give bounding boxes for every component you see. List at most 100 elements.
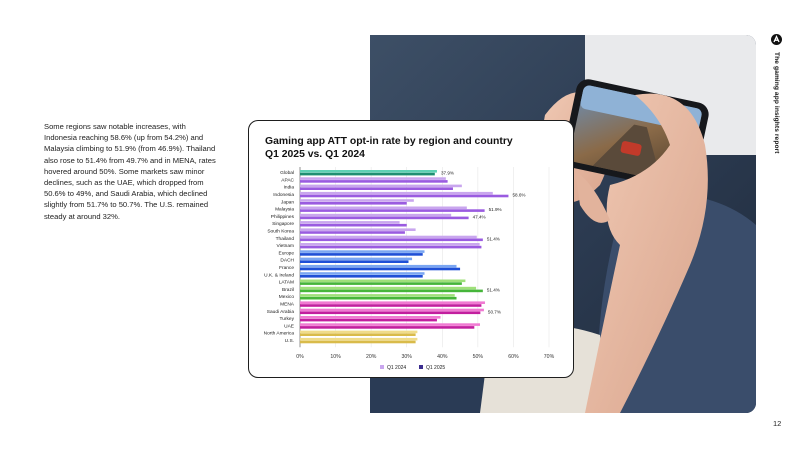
- bar-q1-2024: [300, 206, 467, 210]
- page-number: 12: [773, 419, 782, 428]
- bar-q1-2025: [300, 209, 485, 212]
- bar-q1-2024: [300, 221, 400, 224]
- bar-q1-2025: [300, 311, 481, 315]
- bar-q1-2025: [300, 318, 437, 322]
- x-tick-label: 10%: [330, 354, 341, 360]
- bar-q1-2025: [300, 238, 483, 242]
- data-label: 50.7%: [488, 309, 501, 314]
- bar-q1-2024: [300, 170, 437, 173]
- report-title: The gaming app insights report: [773, 52, 780, 154]
- bar-q1-2024: [300, 308, 484, 312]
- bar-q1-2025: [300, 187, 453, 190]
- category-label: LATAM: [279, 280, 294, 286]
- category-label: MENA: [280, 302, 295, 308]
- bar-q1-2024: [300, 323, 480, 326]
- bar-q1-2025: [300, 216, 469, 220]
- bar-q1-2025: [300, 275, 423, 278]
- data-label: 51.9%: [489, 207, 502, 212]
- category-label: Saudi Arabia: [267, 309, 295, 315]
- bar-q1-2025: [300, 231, 405, 234]
- phone-gaming-photo: [370, 35, 756, 413]
- data-label: 37.9%: [441, 171, 454, 176]
- bar-q1-2024: [300, 257, 413, 261]
- category-label: Mexico: [279, 294, 295, 300]
- category-label: APAC: [281, 177, 294, 183]
- bar-q1-2024: [300, 330, 418, 334]
- x-tick-label: 30%: [402, 354, 413, 360]
- category-label: Philippines: [271, 214, 295, 220]
- bar-q1-2024: [300, 316, 441, 319]
- legend-label: Q1 2025: [426, 365, 445, 371]
- category-label: UAE: [284, 323, 294, 329]
- category-label: Indonesia: [273, 192, 294, 198]
- category-label: Turkey: [280, 316, 295, 322]
- data-label: 47.4%: [473, 214, 486, 219]
- bar-q1-2024: [300, 243, 480, 246]
- chart-card: Gaming app ATT opt-in rate by region and…: [248, 120, 574, 378]
- category-label: DACH: [280, 258, 294, 264]
- bar-q1-2024: [300, 272, 425, 275]
- data-label: 51.4%: [487, 236, 500, 241]
- legend-label: Q1 2024: [387, 365, 406, 371]
- bar-q1-2025: [300, 260, 409, 263]
- bar-chart: 0% 10% 20% 30% 40% 50% 60% 70% Global 37.9% APAC In…: [264, 167, 555, 371]
- bar-q1-2025: [300, 333, 416, 336]
- logo-icon: [771, 34, 782, 45]
- category-label: Singapore: [272, 221, 294, 227]
- data-label: 58.6%: [512, 193, 525, 198]
- bar-q1-2025: [300, 267, 461, 271]
- bar-q1-2025: [300, 172, 435, 176]
- legend-swatch-q1-2024: [380, 365, 384, 369]
- bar-q1-2024: [300, 250, 425, 253]
- x-tick-label: 60%: [508, 354, 519, 360]
- bar-q1-2025: [300, 340, 416, 344]
- bar-q1-2025: [300, 202, 407, 205]
- x-tick-label: 0%: [296, 354, 304, 360]
- category-label: Malaysia: [275, 207, 294, 213]
- bar-q1-2025: [300, 245, 482, 249]
- bar-q1-2024: [300, 184, 462, 188]
- bar-q1-2024: [300, 294, 455, 297]
- category-label: North America: [264, 331, 295, 337]
- category-label: Japan: [281, 199, 294, 205]
- bar-q1-2024: [300, 286, 477, 290]
- bar-q1-2025: [300, 180, 448, 183]
- bar-q1-2024: [300, 228, 416, 231]
- category-label: India: [284, 185, 295, 191]
- category-label: Brazil: [282, 287, 294, 293]
- category-label: Global: [280, 170, 294, 176]
- bar-q1-2025: [300, 194, 509, 198]
- body-paragraph: Some regions saw notable increases, with…: [44, 122, 216, 221]
- bar-q1-2025: [300, 296, 457, 300]
- bar-q1-2024: [300, 213, 452, 217]
- bar-q1-2024: [300, 177, 446, 180]
- bar-q1-2025: [300, 253, 423, 256]
- bar-q1-2025: [300, 223, 407, 227]
- x-tick-label: 40%: [437, 354, 448, 360]
- category-label: France: [279, 265, 294, 271]
- category-label: U.S.: [285, 338, 294, 344]
- data-label: 51.4%: [487, 287, 500, 292]
- bar-q1-2025: [300, 289, 483, 293]
- category-label: Thailand: [276, 236, 295, 242]
- category-label: South Korea: [267, 229, 294, 235]
- category-label: Vietnam: [276, 243, 294, 249]
- category-label: Europe: [279, 250, 295, 256]
- bar-q1-2024: [300, 264, 457, 268]
- chart-title: Gaming app ATT opt-in rate by region and…: [265, 136, 513, 160]
- bar-q1-2025: [300, 326, 475, 329]
- x-tick-label: 70%: [544, 354, 555, 360]
- hero-photo: [370, 35, 756, 413]
- category-label: U.K. & Ireland: [264, 272, 294, 278]
- bar-q1-2024: [300, 337, 418, 341]
- legend-swatch-q1-2025: [419, 365, 423, 369]
- bar-q1-2024: [300, 279, 466, 283]
- bar-q1-2024: [300, 199, 414, 202]
- bar-q1-2024: [300, 301, 485, 304]
- bar-q1-2025: [300, 282, 462, 285]
- bar-q1-2024: [300, 235, 477, 239]
- x-tick-label: 20%: [366, 354, 377, 360]
- bar-q1-2025: [300, 304, 482, 307]
- bar-q1-2024: [300, 191, 493, 195]
- x-tick-label: 50%: [473, 354, 484, 360]
